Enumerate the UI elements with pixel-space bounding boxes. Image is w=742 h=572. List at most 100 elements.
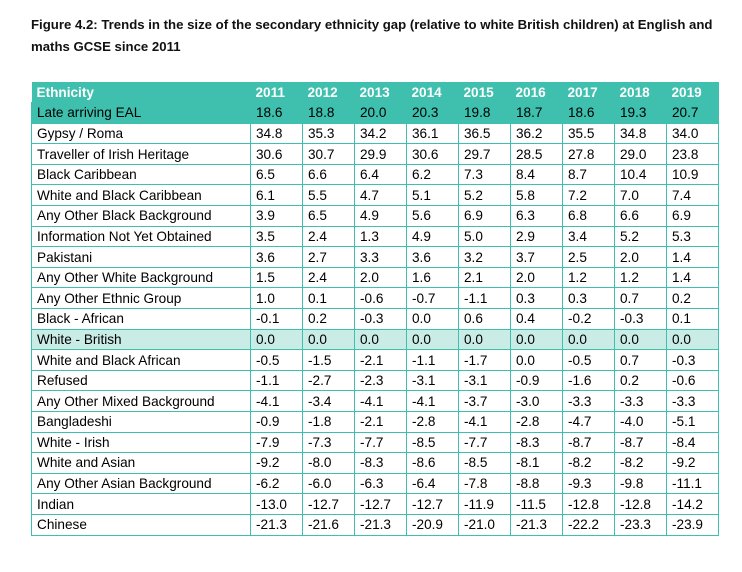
value-cell: 19.8 — [458, 102, 511, 124]
value-cell: -20.9 — [406, 513, 459, 536]
table-row: Bangladeshi -0.9 -1.8 -2.1 -2.8 -4.1 -2.8 -4.7-… — [31, 411, 719, 433]
table-row: Pakistani 3.6 2.7 3.3 3.6 3.2 3.7 2.5 2.0 1.4 — [31, 246, 719, 268]
value-cell: 2.1 — [458, 266, 511, 289]
value-cell: 1.2 — [562, 266, 615, 289]
figure-caption: Figure 4.2: Trends in the size of the se… — [31, 17, 713, 54]
value-cell: 5.8 — [510, 184, 563, 207]
value-cell: 20.0 — [354, 102, 407, 124]
table-row: Any Other Asian Background -6.2 -6.0 -6.3 -6… — [31, 472, 719, 495]
value-cell: 29.0 — [614, 143, 667, 165]
value-cell: 30.6 — [250, 143, 303, 165]
value-cell: 7.2 — [562, 184, 615, 207]
value-cell: -23.3 — [614, 513, 667, 536]
value-cell: 0.0 — [562, 328, 615, 351]
value-cell: 6.6 — [614, 205, 667, 227]
table-row: Information Not Yet Obtained 3.5 2.4 1.3 4.9… — [31, 225, 719, 248]
value-cell: 0.6 — [458, 308, 511, 330]
value-cell: 34.8 — [250, 122, 303, 145]
table-row: Any Other Ethnic Group 1.0 0.1 -0.6 -0.7 -1.1… — [31, 287, 719, 310]
value-cell: -8.1 — [510, 452, 563, 474]
column-header-year: 2016 — [510, 82, 563, 103]
row-label-cell: Any Other Asian Background — [31, 472, 251, 495]
table-row: Any Other Mixed Background -4.1 -3.4 -4.1 -4… — [31, 390, 719, 412]
value-cell: 8.4 — [510, 163, 563, 186]
value-cell: -8.0 — [302, 452, 355, 474]
ethnicity-gap-table: Ethnicity 2011 2012 2013 2014 2015 2016 2017 201… — [31, 82, 719, 536]
value-cell: 3.7 — [510, 246, 563, 268]
table-row: Any Other White Background 1.5 2.4 2.0 1.6 2.… — [31, 266, 719, 289]
row-label-cell: Traveller of Irish Heritage — [31, 143, 251, 165]
value-cell: 0.3 — [510, 287, 563, 310]
value-cell: 1.0 — [250, 287, 303, 310]
value-cell: 0.1 — [666, 308, 719, 330]
column-header-year: 2011 — [250, 82, 303, 103]
value-cell: 3.2 — [458, 246, 511, 268]
value-cell: 3.6 — [250, 246, 303, 268]
value-cell: 0.0 — [406, 308, 459, 330]
value-cell: 5.2 — [614, 225, 667, 248]
row-label-cell: Pakistani — [31, 246, 251, 268]
value-cell: 19.3 — [614, 102, 667, 124]
value-cell: 34.8 — [614, 122, 667, 145]
table-row: Gypsy / Roma 34.8 35.3 34.2 36.1 36.5 36.2 35.5… — [31, 122, 719, 145]
value-cell: 18.8 — [302, 102, 355, 124]
value-cell: -9.2 — [666, 452, 719, 474]
value-cell: -11.1 — [666, 472, 719, 495]
table-row: Refused -1.1 -2.7 -2.3 -3.1 -3.1 -0.9 -1.6 0.2 -0… — [31, 369, 719, 392]
value-cell: -21.3 — [510, 513, 563, 536]
value-cell: -14.2 — [666, 493, 719, 515]
value-cell: -8.3 — [354, 452, 407, 474]
value-cell: 0.2 — [666, 287, 719, 310]
value-cell: 18.6 — [562, 102, 615, 124]
value-cell: 8.7 — [562, 163, 615, 186]
value-cell: 6.5 — [250, 163, 303, 186]
value-cell: 1.3 — [354, 225, 407, 248]
value-cell: -21.3 — [250, 513, 303, 536]
value-cell: -3.3 — [562, 390, 615, 412]
value-cell: 3.4 — [562, 225, 615, 248]
value-cell: 6.8 — [562, 205, 615, 227]
value-cell: -4.7 — [562, 411, 615, 433]
value-cell: 2.7 — [302, 246, 355, 268]
value-cell: -4.0 — [614, 411, 667, 433]
value-cell: -2.7 — [302, 369, 355, 392]
value-cell: -7.3 — [302, 431, 355, 454]
value-cell: -3.1 — [406, 369, 459, 392]
value-cell: -1.5 — [302, 349, 355, 371]
row-label-cell: White - British — [31, 328, 251, 351]
value-cell: -8.3 — [510, 431, 563, 454]
column-header-year: 2018 — [614, 82, 667, 103]
value-cell: 0.0 — [666, 328, 719, 351]
value-cell: 2.0 — [510, 266, 563, 289]
value-cell: -0.6 — [354, 287, 407, 310]
row-label-cell: Any Other Black Background — [31, 205, 251, 227]
value-cell: -3.3 — [614, 390, 667, 412]
value-cell: 0.7 — [614, 287, 667, 310]
row-label-cell: Black Caribbean — [31, 163, 251, 186]
value-cell: 6.4 — [354, 163, 407, 186]
value-cell: 0.0 — [406, 328, 459, 351]
value-cell: -12.7 — [302, 493, 355, 515]
value-cell: 6.9 — [666, 205, 719, 227]
table-row: Black Caribbean 6.5 6.6 6.4 6.2 7.3 8.4 8.7 10.4… — [31, 163, 719, 186]
value-cell: -4.1 — [458, 411, 511, 433]
value-cell: 3.9 — [250, 205, 303, 227]
value-cell: 2.5 — [562, 246, 615, 268]
value-cell: 6.1 — [250, 184, 303, 207]
value-cell: -8.7 — [614, 431, 667, 454]
value-cell: -4.1 — [250, 390, 303, 412]
value-cell: -2.8 — [510, 411, 563, 433]
value-cell: 7.3 — [458, 163, 511, 186]
value-cell: 1.6 — [406, 266, 459, 289]
value-cell: 0.1 — [302, 287, 355, 310]
column-header-year: 2019 — [666, 82, 719, 103]
value-cell: -2.3 — [354, 369, 407, 392]
table-row: Late arriving EAL 18.6 18.8 20.0 20.3 19.8 18.… — [31, 102, 719, 124]
table-row: Black - African -0.1 0.2 -0.3 0.0 0.6 0.4 -0.2-… — [31, 308, 719, 330]
value-cell: -4.1 — [354, 390, 407, 412]
value-cell: 27.8 — [562, 143, 615, 165]
value-cell: 36.1 — [406, 122, 459, 145]
value-cell: 0.7 — [614, 349, 667, 371]
value-cell: 29.7 — [458, 143, 511, 165]
value-cell: 1.2 — [614, 266, 667, 289]
